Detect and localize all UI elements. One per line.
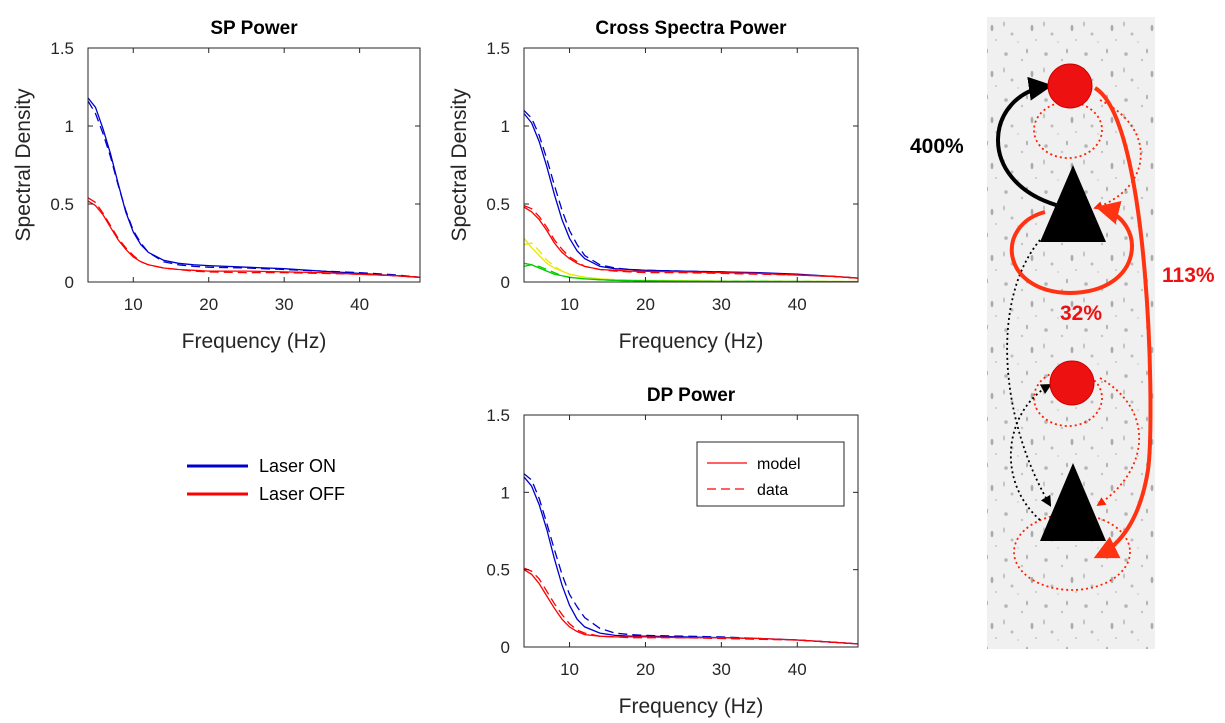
sp-series-2-line (87, 200, 421, 278)
cross-xtick-label: 10 (560, 295, 579, 314)
dp-ytick-label: 0.5 (486, 561, 510, 580)
cross-series-3-line (523, 204, 859, 279)
bottom-pyramidal-node (1040, 463, 1106, 541)
cross-series-1-line (523, 109, 859, 279)
sp-xtick-label: 40 (350, 295, 369, 314)
sp-y-axis-label: Spectral Density (12, 88, 35, 241)
dp-ytick-label: 1.5 (486, 406, 510, 425)
figure-legend: Laser ON Laser OFF (187, 456, 345, 504)
self-loop-bottom-pyramidal (1013, 513, 1131, 591)
dp-power-chart: 10 20 30 40 0 0.5 1 1.5 DP Power Frequency (Hz) mo… (486, 385, 859, 718)
circuit-diagram: 400% 113% 32% (910, 17, 1215, 649)
dp-xtick-label: 40 (788, 660, 807, 679)
dp-legend-box (696, 441, 845, 507)
sp-series-3-line (87, 197, 421, 278)
sp-ytick-label: 0.5 (50, 195, 74, 214)
dp-x-axis-label: Frequency (Hz) (619, 695, 764, 718)
cross-ytick-label: 1.5 (486, 39, 510, 58)
connection-red-113 (1093, 86, 1153, 559)
cross-ytick-label: 0.5 (486, 195, 510, 214)
dp-series-3-line (523, 567, 859, 645)
dp-xtick-label: 20 (636, 660, 655, 679)
sp-ytick-label: 0 (65, 273, 74, 292)
cross-ytick-label: 0 (501, 273, 510, 292)
cross-xtick-label: 40 (788, 295, 807, 314)
label-113-percent: 113% (1162, 264, 1215, 287)
bottom-interneuron-node (1049, 360, 1095, 406)
label-400-percent: 400% (910, 135, 964, 158)
dp-xtick-label: 10 (560, 660, 579, 679)
legend-label-laser-on: Laser ON (259, 456, 336, 476)
sp-series-0-line (87, 97, 421, 278)
connection-red-32 (1009, 201, 1134, 296)
cross-series-0-line (523, 113, 859, 279)
cross-y-axis-label: Spectral Density (448, 88, 471, 241)
top-pyramidal-node (1040, 165, 1106, 242)
cross-xtick-label: 30 (712, 295, 731, 314)
label-32-percent: 32% (1060, 302, 1102, 325)
sp-axes-box (87, 47, 421, 283)
dp-ytick-label: 1 (501, 483, 510, 502)
top-interneuron-node (1047, 63, 1093, 109)
dotted-bottom-ip-to-pyramidal (1096, 377, 1141, 507)
dotted-black-pyramidal-down (1006, 239, 1052, 507)
cross-series-7-line (523, 264, 859, 283)
dp-ytick-label: 0 (501, 638, 510, 657)
sp-chart-title: SP Power (210, 18, 298, 39)
cross-series-2-line (523, 206, 859, 279)
legend-label-laser-off: Laser OFF (259, 484, 345, 504)
cross-spectra-chart: 10 20 30 40 0 0.5 1 1.5 Cross Spectra Power Frequ… (448, 18, 859, 353)
sp-xtick-label: 20 (199, 295, 218, 314)
sp-power-chart: 10 20 30 40 0 0.5 1 1.5 SP Power Frequency (Hz) Sp… (12, 18, 421, 353)
cross-xtick-label: 20 (636, 295, 655, 314)
dp-legend-label: data (757, 482, 788, 499)
dp-axes-box (523, 414, 859, 648)
sp-ytick-label: 1 (65, 117, 74, 136)
sp-series-1-line (87, 100, 421, 278)
sp-xtick-label: 10 (124, 295, 143, 314)
dotted-black-pyramidal-up (1009, 383, 1052, 521)
cross-x-axis-label: Frequency (Hz) (619, 330, 764, 353)
cross-ytick-label: 1 (501, 117, 510, 136)
sp-ytick-label: 1.5 (50, 39, 74, 58)
dp-series-2-line (523, 569, 859, 645)
dp-chart-title: DP Power (647, 385, 736, 406)
connection-black-400 (996, 76, 1057, 207)
dp-xtick-label: 30 (712, 660, 731, 679)
cross-chart-title: Cross Spectra Power (595, 18, 787, 39)
dotted-ip-to-pyramidal (1093, 99, 1142, 211)
sp-x-axis-label: Frequency (Hz) (182, 330, 327, 353)
tissue-background (987, 17, 1155, 649)
dp-legend-label: model (757, 456, 801, 473)
sp-xtick-label: 30 (275, 295, 294, 314)
cross-axes-box (523, 47, 859, 283)
